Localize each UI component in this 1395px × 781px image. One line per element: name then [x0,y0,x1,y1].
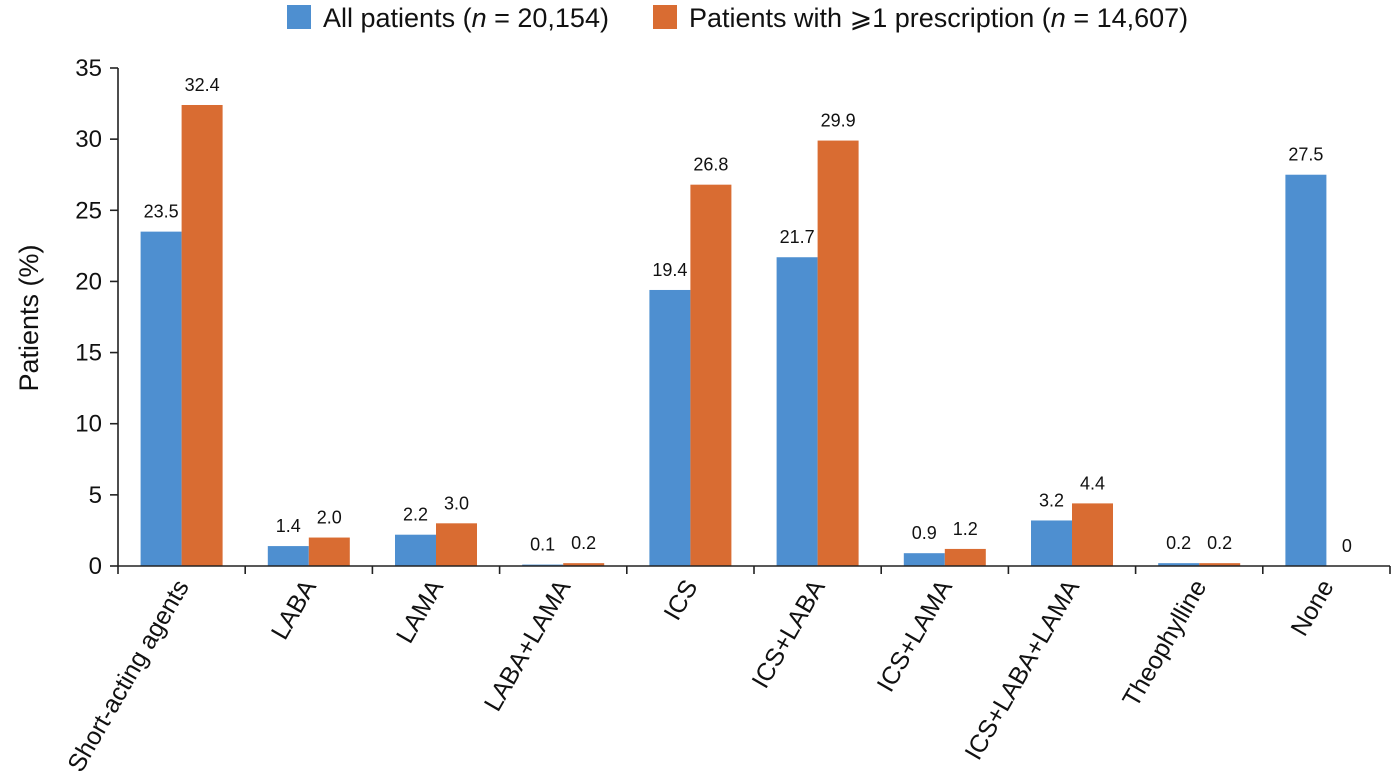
bar [1072,503,1113,566]
bar [903,553,945,566]
data-label: 26.8 [693,155,728,175]
bar [944,548,986,566]
x-axis: Short-acting agents LABA LAMA LABA+LAMA ICS I… [62,565,1391,777]
y-tick-label: 0 [89,553,102,580]
bar [140,231,182,566]
y-axis: 0 5 10 15 20 25 30 35 [75,55,119,580]
x-tick-label: Theophylline [1117,575,1212,712]
data-label: 19.4 [652,260,687,280]
bar [563,563,605,566]
bar [1285,174,1327,566]
data-label: 3.0 [444,493,469,513]
data-label: 0 [1342,536,1352,556]
data-label: 23.5 [144,202,179,222]
y-tick-label: 10 [75,411,102,438]
legend-entry: All patients (n = 20,154) [323,3,609,33]
data-label: 0.1 [530,535,555,555]
data-label: 0.2 [571,533,596,553]
legend-entry: Patients with ⩾1 prescription (n = 14,60… [689,3,1188,33]
bar [690,184,732,566]
data-label: 1.4 [276,516,301,536]
bar [1031,520,1072,566]
bar [776,257,818,566]
bar [649,289,691,566]
data-label: 0.2 [1166,533,1191,553]
y-tick-label: 15 [75,340,102,367]
data-label: 4.4 [1080,473,1105,493]
bar [817,140,859,566]
x-tick-label: None [1285,575,1339,641]
y-tick-label: 30 [75,126,102,153]
bar [267,546,309,566]
data-label: 0.9 [912,523,937,543]
bar [436,523,477,566]
bar [1199,563,1241,566]
y-tick-label: 5 [89,482,102,509]
data-label: 32.4 [185,75,220,95]
data-label: 29.9 [821,111,856,131]
legend: All patients (n = 20,154) Patients with ⩾… [287,3,1188,33]
data-label: 21.7 [780,227,815,247]
y-tick-label: 20 [75,268,102,295]
bars: 23.5 1.4 2.2 0.1 19.4 21.7 0.9 3.2 0.2 27.5 32.4 2.… [140,75,1352,566]
x-tick-label: LABA+LAMA [479,575,577,716]
data-label: 1.2 [953,519,978,539]
x-tick-label: ICS+LABA [746,575,831,693]
bar [1158,563,1200,566]
bar [395,534,436,566]
data-label: 3.2 [1039,490,1064,510]
bar [308,537,350,566]
x-tick-label: ICS [659,575,704,625]
legend-swatch [287,5,311,29]
x-tick-label: ICS+LAMA [872,575,959,697]
x-tick-label: LAMA [391,575,449,648]
data-label: 2.0 [317,508,342,528]
x-tick-label: ICS+LABA+LAMA [960,575,1086,765]
data-label: 0.2 [1207,533,1232,553]
legend-swatch [653,5,677,29]
x-tick-label: Short-acting agents [62,575,195,777]
y-tick-label: 25 [75,197,102,224]
bar [181,104,223,566]
y-axis-label: Patients (%) [14,244,44,391]
data-label: 2.2 [403,505,428,525]
data-label: 27.5 [1288,145,1323,165]
x-tick-label: LABA [266,575,322,645]
y-tick-label: 35 [75,55,102,82]
